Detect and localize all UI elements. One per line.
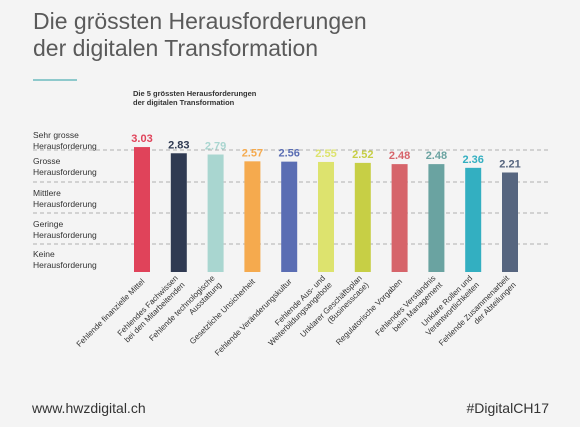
bar-8 [428, 164, 445, 272]
bar-5 [318, 161, 334, 272]
bar-9 [465, 167, 482, 272]
hashtag: #DigitalCH17 [466, 400, 549, 416]
bar-3 [244, 161, 261, 272]
title-line-1: Die grössten Herausforderungen [33, 8, 367, 34]
value-label-3: 2.57 [242, 147, 263, 159]
level-label-0: Sehr grosse Herausforderung [33, 130, 97, 151]
bar-7 [391, 164, 408, 272]
value-label-2: 2.79 [205, 141, 226, 153]
bar-1 [170, 153, 187, 272]
chart-title: Die 5 grössten Herausforderungen der dig… [133, 89, 257, 107]
bar-0 [134, 147, 150, 272]
level-label-3: Geringe Herausforderung [33, 219, 97, 240]
level-label-2: Mittlere Herausforderung [33, 188, 97, 209]
bar-4 [281, 161, 298, 272]
title-line-2: der digitalen Transformation [33, 35, 319, 61]
level-label-1: Grosse Herausforderung [33, 156, 97, 177]
value-label-6: 2.52 [352, 149, 373, 161]
website-url: www.hwzdigital.ch [32, 400, 146, 416]
value-label-0: 3.03 [131, 133, 152, 145]
value-label-10: 2.21 [499, 158, 520, 170]
value-label-1: 2.83 [168, 139, 189, 151]
value-label-9: 2.36 [462, 154, 483, 166]
bar-10 [502, 172, 518, 272]
value-label-8: 2.48 [426, 150, 447, 162]
page-title: Die grössten Herausforderungen der digit… [33, 8, 367, 62]
title-underline [33, 79, 77, 81]
value-label-5: 2.55 [315, 148, 336, 160]
value-label-7: 2.48 [389, 150, 410, 162]
bar-2 [207, 154, 224, 272]
value-label-4: 2.56 [278, 148, 299, 160]
bar-6 [354, 162, 371, 272]
level-label-4: Keine Herausforderung [33, 249, 97, 270]
